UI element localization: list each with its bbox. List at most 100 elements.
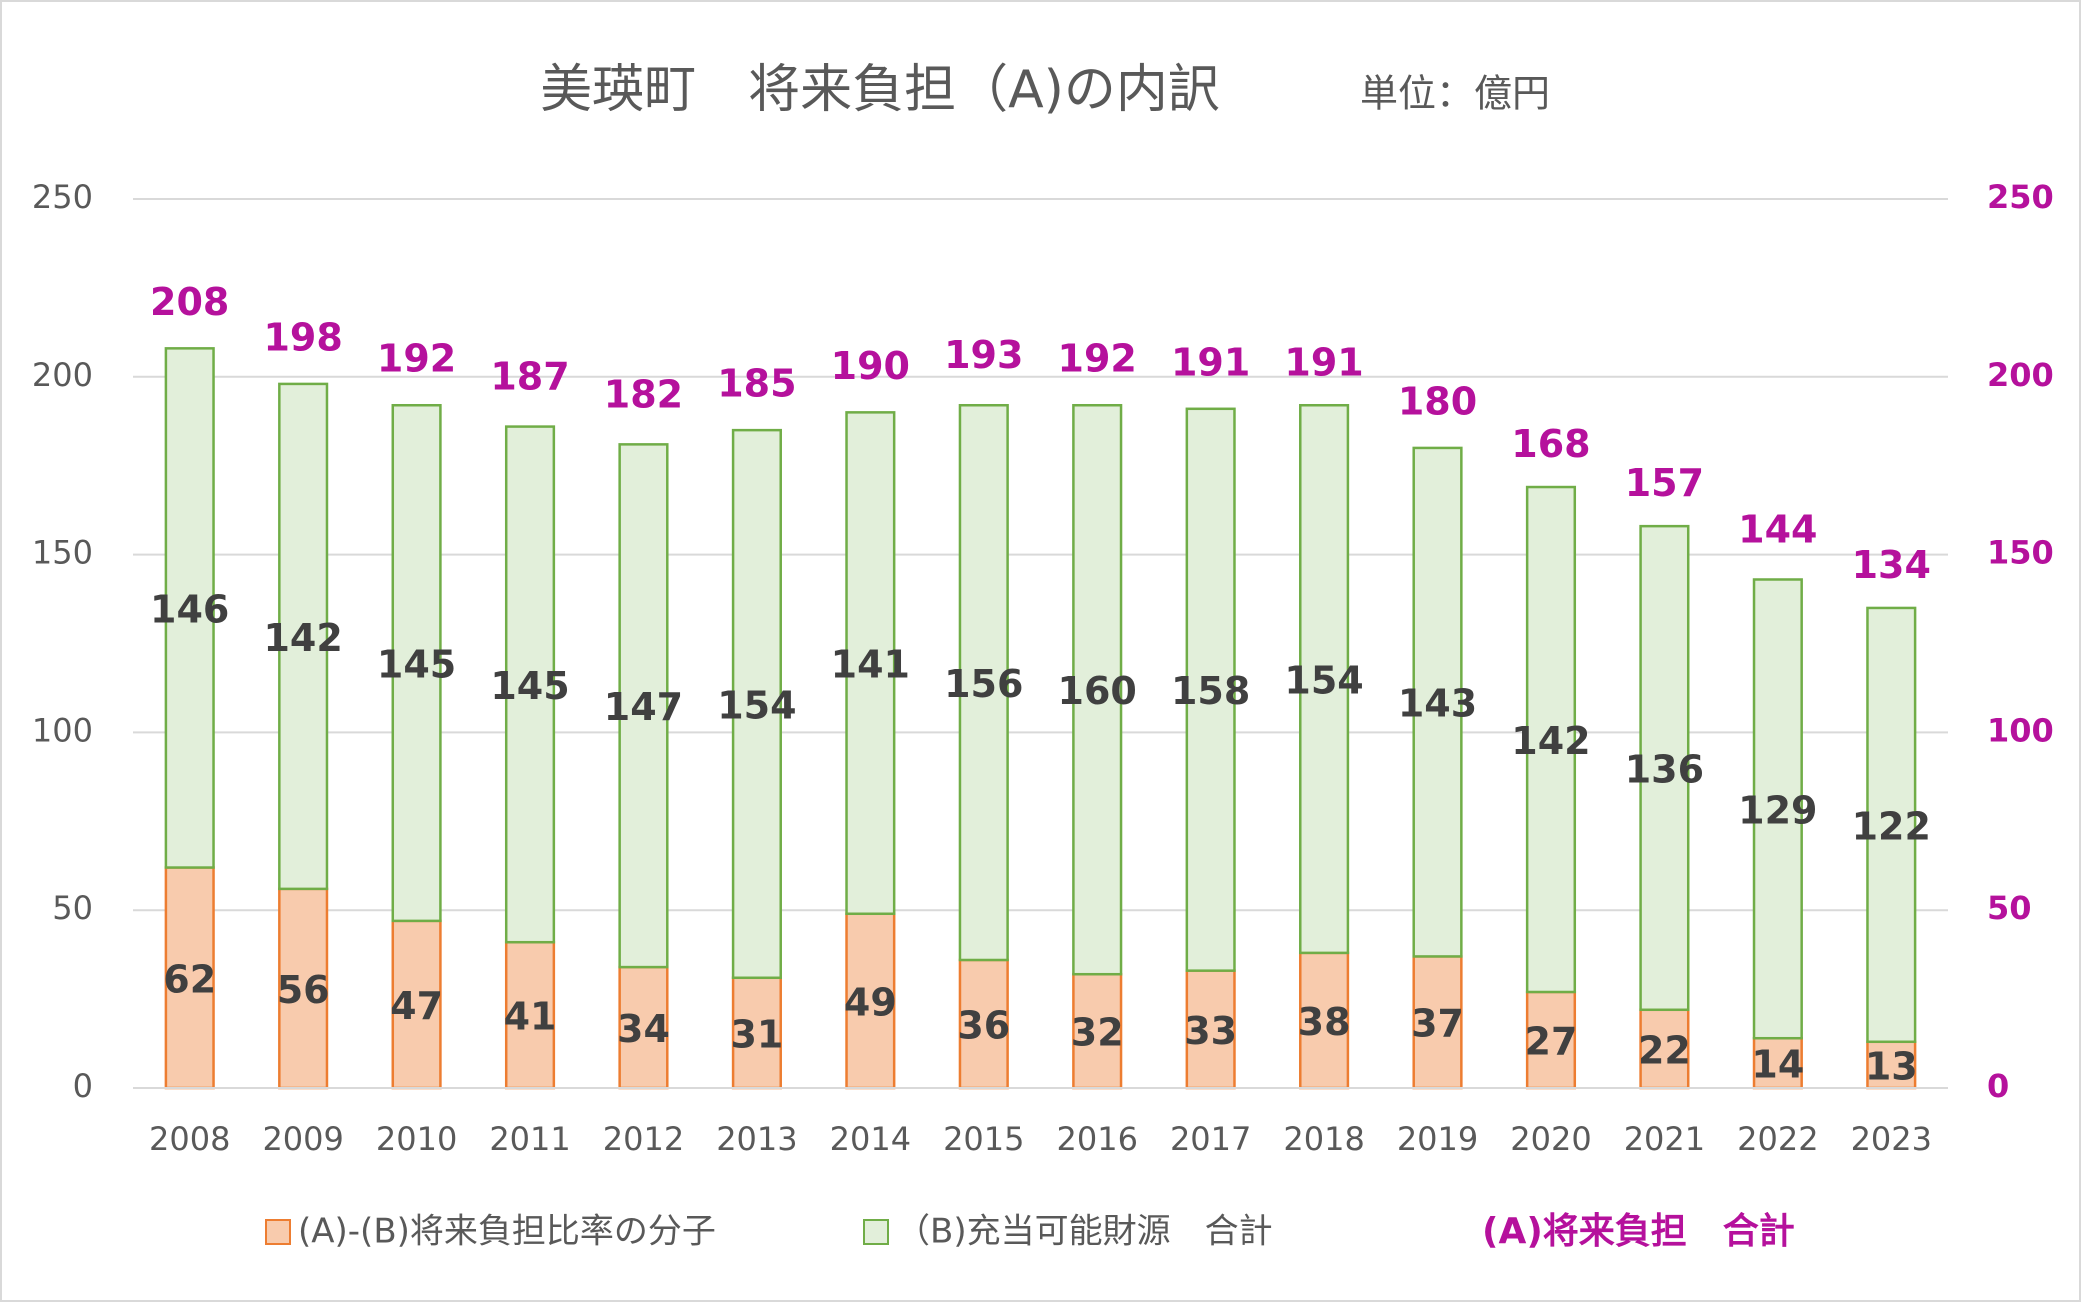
total-label: 192 bbox=[377, 337, 456, 381]
bar-segment bbox=[504, 940, 556, 1090]
data-label: 36 bbox=[957, 1003, 1010, 1047]
data-label: 154 bbox=[1284, 659, 1363, 703]
bar-segment bbox=[618, 443, 669, 969]
x-tick-label: 2018 bbox=[1283, 1120, 1364, 1158]
data-label: 147 bbox=[604, 685, 683, 729]
x-tick-label: 2017 bbox=[1170, 1120, 1251, 1158]
total-label: 191 bbox=[1171, 340, 1250, 384]
bar-segment bbox=[618, 965, 669, 1090]
data-label: 141 bbox=[831, 643, 910, 687]
total-label: 180 bbox=[1398, 379, 1477, 423]
data-label: 49 bbox=[844, 980, 897, 1024]
data-label: 34 bbox=[617, 1007, 670, 1051]
data-label: 27 bbox=[1525, 1019, 1578, 1063]
bar-segment bbox=[1866, 1040, 1917, 1090]
total-label: 190 bbox=[831, 344, 910, 388]
bar-segment bbox=[504, 425, 556, 944]
bar-segment bbox=[1639, 524, 1690, 1012]
y-tick-label: 50 bbox=[52, 889, 93, 927]
total-label: 187 bbox=[490, 355, 569, 399]
y-tick-label: 200 bbox=[32, 356, 93, 394]
bar-segment bbox=[1185, 407, 1236, 972]
total-label: 208 bbox=[150, 280, 229, 324]
total-label: 185 bbox=[717, 362, 796, 406]
data-label: 47 bbox=[390, 984, 443, 1028]
bar-segment bbox=[1299, 403, 1350, 955]
chart-subtitle: 単位：億円 bbox=[1360, 72, 1550, 116]
bar-segment bbox=[1752, 578, 1803, 1040]
bar-segment bbox=[1299, 951, 1350, 1090]
data-label: 129 bbox=[1738, 788, 1817, 832]
data-label: 56 bbox=[277, 968, 330, 1012]
data-label: 145 bbox=[377, 643, 456, 687]
y-tick-label: 100 bbox=[32, 711, 93, 749]
data-label: 41 bbox=[504, 995, 557, 1039]
x-tick-label: 2013 bbox=[716, 1120, 797, 1158]
bar-segment bbox=[958, 958, 1009, 1090]
x-tick-label: 2008 bbox=[149, 1120, 230, 1158]
total-label: 168 bbox=[1511, 422, 1590, 466]
chart-title: 美瑛町 将来負担（A)の内訳 bbox=[540, 60, 1220, 120]
x-tick-label: 2016 bbox=[1057, 1120, 1138, 1158]
y2-tick-label: 50 bbox=[1987, 889, 2032, 927]
x-tick-label: 2023 bbox=[1851, 1120, 1932, 1158]
x-tick-label: 2009 bbox=[262, 1120, 343, 1158]
bar-segment bbox=[958, 403, 1009, 962]
data-label: 146 bbox=[150, 587, 229, 631]
data-label: 156 bbox=[944, 662, 1023, 706]
data-label: 158 bbox=[1171, 669, 1250, 713]
data-label: 154 bbox=[717, 683, 796, 727]
y-tick-label: 150 bbox=[32, 534, 93, 572]
data-label: 160 bbox=[1058, 669, 1137, 713]
x-tick-label: 2022 bbox=[1737, 1120, 1818, 1158]
x-tick-label: 2021 bbox=[1624, 1120, 1705, 1158]
data-label: 37 bbox=[1411, 1002, 1464, 1046]
total-label: 157 bbox=[1625, 461, 1704, 505]
y-tick-label: 0 bbox=[73, 1067, 93, 1105]
y2-tick-label: 250 bbox=[1987, 178, 2054, 216]
x-tick-label: 2011 bbox=[489, 1120, 570, 1158]
x-tick-label: 2014 bbox=[830, 1120, 911, 1158]
bar-segment bbox=[391, 919, 442, 1090]
bar-segment bbox=[845, 411, 896, 916]
data-label: 13 bbox=[1865, 1044, 1918, 1088]
y-tick-label: 250 bbox=[32, 178, 93, 216]
bar-segment bbox=[1866, 606, 1917, 1044]
bar-segment bbox=[1752, 1036, 1803, 1090]
bar-segment bbox=[278, 382, 329, 891]
total-label: 191 bbox=[1284, 340, 1363, 384]
legend-swatch bbox=[863, 1219, 889, 1245]
x-tick-label: 2010 bbox=[376, 1120, 457, 1158]
bar-segment bbox=[1412, 446, 1463, 958]
total-label: 144 bbox=[1738, 507, 1817, 551]
data-label: 31 bbox=[730, 1012, 783, 1056]
bar-segment bbox=[845, 912, 896, 1090]
bar-segment bbox=[731, 428, 782, 980]
bar-segment bbox=[164, 347, 215, 869]
data-label: 136 bbox=[1625, 747, 1704, 791]
x-tick-label: 2015 bbox=[943, 1120, 1024, 1158]
data-label: 145 bbox=[490, 664, 569, 708]
bar-segment bbox=[164, 866, 215, 1090]
y2-tick-label: 150 bbox=[1987, 534, 2054, 572]
data-label: 122 bbox=[1852, 804, 1931, 848]
y2-tick-label: 100 bbox=[1987, 711, 2054, 749]
data-label: 142 bbox=[1511, 719, 1590, 763]
y2-tick-label: 200 bbox=[1987, 356, 2054, 394]
total-label: 193 bbox=[944, 333, 1023, 377]
bar-segment bbox=[1525, 485, 1577, 994]
total-label: 198 bbox=[263, 315, 342, 359]
data-label: 62 bbox=[163, 957, 216, 1001]
x-tick-label: 2020 bbox=[1510, 1120, 1591, 1158]
total-label: 192 bbox=[1058, 337, 1137, 381]
x-tick-label: 2019 bbox=[1397, 1120, 1478, 1158]
data-label: 14 bbox=[1751, 1043, 1804, 1087]
data-label: 142 bbox=[263, 616, 342, 660]
y2-tick-label: 0 bbox=[1987, 1067, 2009, 1105]
bar-segment bbox=[391, 403, 442, 923]
total-label: 134 bbox=[1852, 543, 1931, 587]
bar-segment bbox=[1072, 403, 1123, 976]
